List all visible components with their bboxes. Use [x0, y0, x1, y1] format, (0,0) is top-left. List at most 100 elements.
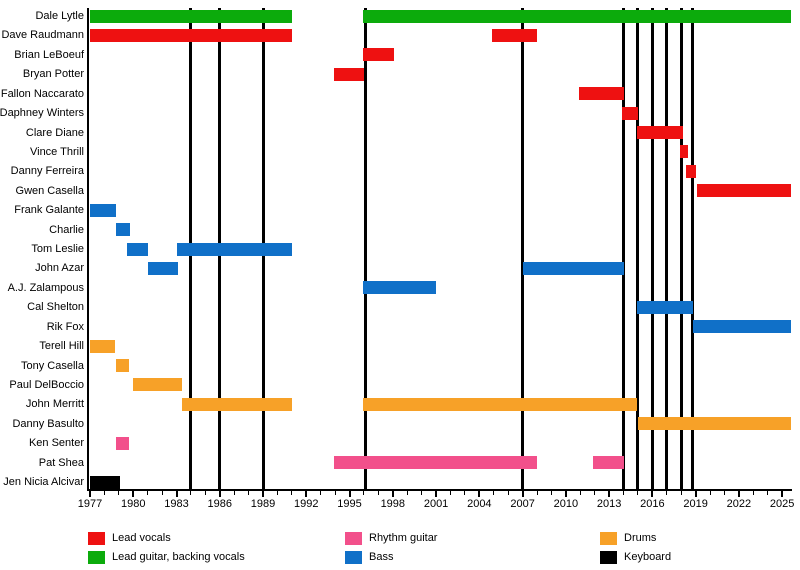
member-label: Brian LeBoeuf [14, 48, 84, 61]
member-label: Jen Nicia Alcivar [3, 476, 84, 489]
event-line [636, 8, 640, 490]
x-axis-tick [666, 491, 668, 495]
legend-label: Lead guitar, backing vocals [112, 551, 245, 563]
x-axis-tick [752, 491, 754, 495]
x-axis-tick [507, 491, 509, 495]
member-label: Gwen Casella [15, 184, 84, 197]
x-axis-tick-label: 2010 [553, 498, 579, 510]
x-axis-tick [594, 491, 596, 495]
event-line [622, 8, 626, 490]
x-axis-tick [118, 491, 120, 495]
legend-label: Keyboard [624, 551, 672, 563]
x-axis-tick [493, 491, 495, 495]
timeline-bar [362, 9, 791, 23]
x-axis-tick [377, 491, 379, 495]
legend-label: Bass [369, 551, 394, 563]
member-label: Terell Hill [39, 340, 84, 353]
member-label: Rik Fox [46, 320, 84, 333]
x-axis-tick [550, 491, 552, 495]
x-axis-tick-label: 1989 [250, 498, 276, 510]
member-label: Danny Basulto [12, 417, 84, 430]
x-axis-tick-label: 1995 [337, 498, 362, 510]
timeline-bar [333, 67, 364, 81]
x-axis-tick-label: 2019 [683, 498, 708, 510]
x-axis-tick [723, 491, 725, 495]
x-axis-tick [623, 491, 625, 495]
x-axis-tick [204, 491, 206, 495]
legend-label: Drums [624, 532, 657, 544]
member-label: John Merritt [25, 398, 84, 411]
x-axis-tick-label: 1980 [121, 498, 146, 510]
event-line [650, 8, 654, 490]
member-label: Bryan Potter [22, 68, 84, 81]
legend-label: Rhythm guitar [369, 532, 438, 544]
member-label: Paul DelBoccio [9, 378, 84, 391]
x-axis-tick [334, 491, 336, 495]
legend-label: Lead vocals [112, 532, 171, 544]
member-label: Clare Diane [25, 126, 84, 139]
timeline-bar [636, 126, 683, 140]
timeline-bar [147, 261, 178, 275]
timeline-bar [115, 359, 129, 373]
x-axis-tick [161, 491, 163, 495]
timeline-bar [522, 261, 624, 275]
timeline-bar [90, 339, 115, 353]
x-axis-tick-label: 2013 [596, 498, 622, 510]
timeline-bar [90, 28, 292, 42]
x-axis-tick [132, 491, 135, 497]
legend-swatch [88, 551, 105, 564]
x-axis-tick [709, 491, 711, 495]
event-line [521, 8, 525, 490]
member-label: Charlie [49, 223, 84, 236]
x-axis-tick [248, 491, 250, 495]
timeline-bar [578, 87, 624, 101]
x-axis-tick [218, 491, 221, 497]
timeline-bar [333, 456, 537, 470]
timeline-bar [133, 378, 183, 392]
event-line [691, 8, 695, 490]
member-label: Tony Casella [21, 359, 84, 372]
member-label: Vince Thrill [29, 145, 84, 158]
timeline-bar [90, 9, 292, 23]
x-axis-tick [348, 491, 351, 497]
member-label: A.J. Zalampous [7, 281, 84, 294]
x-axis-tick [536, 491, 538, 495]
x-axis-tick-label: 2022 [726, 498, 752, 510]
x-axis-tick [737, 491, 740, 497]
x-axis-tick-label: 1986 [207, 498, 232, 510]
x-axis-tick [291, 491, 293, 495]
x-axis-tick-label: 1998 [380, 498, 406, 510]
x-axis-tick [579, 491, 581, 495]
x-axis-tick [464, 491, 466, 495]
x-axis-tick [478, 491, 481, 497]
timeline-bar [697, 184, 791, 198]
x-axis-tick [363, 491, 365, 495]
x-axis-tick [521, 491, 524, 497]
x-axis-tick [103, 491, 105, 495]
x-axis-tick-label: 1983 [164, 498, 189, 510]
legend-swatch [345, 532, 362, 545]
timeline-bar [90, 203, 116, 217]
member-label: Dale Lytle [35, 10, 84, 22]
x-axis-tick-label: 1992 [294, 498, 319, 510]
timeline-bar [362, 281, 437, 295]
y-axis-line [87, 8, 89, 491]
member-label: Danny Ferreira [10, 165, 84, 178]
x-axis-tick-label: 2016 [640, 498, 665, 510]
x-axis-tick [694, 491, 697, 497]
member-label: John Azar [35, 262, 84, 275]
member-label: Fallon Naccarato [0, 87, 84, 100]
legend-swatch [600, 551, 617, 564]
x-axis-tick-label: 2025 [769, 498, 795, 510]
x-axis-tick [450, 491, 451, 495]
legend-swatch [345, 551, 362, 564]
x-axis-tick-label: 2004 [467, 498, 492, 510]
x-axis-tick-label: 1977 [77, 498, 103, 510]
x-axis-tick [190, 491, 192, 495]
timeline-bar [362, 397, 637, 411]
x-axis-tick [781, 491, 784, 497]
legend-swatch [88, 532, 105, 545]
event-line [665, 8, 669, 490]
x-axis-tick [564, 491, 567, 497]
x-axis-tick [608, 491, 611, 497]
